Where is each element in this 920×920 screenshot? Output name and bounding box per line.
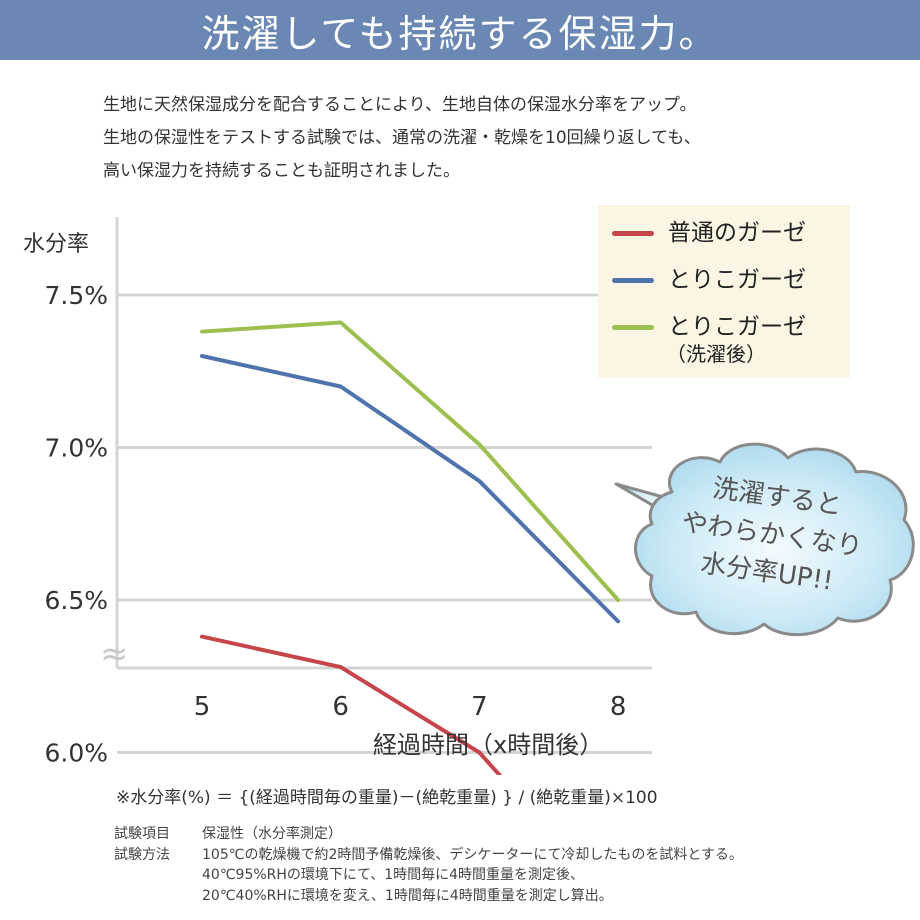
page-title-banner: 洗濯しても持続する保湿力。 [0, 0, 920, 60]
series-line-regular-gauze [200, 634, 503, 775]
x-tick-label: 7 [471, 692, 488, 722]
y-axis-label: 水分率 [23, 232, 89, 257]
legend-item-toriko-gauze-washed: とりこガーゼ （洗濯後） [612, 312, 806, 366]
legend-item-regular-gauze: 普通のガーゼ [612, 218, 806, 248]
x-tick-labels: 5 6 7 8 [194, 692, 627, 722]
x-tick-label: 8 [610, 692, 627, 722]
y-tick-labels: 7.5%7.0%6.5%6.0%5.5% [44, 281, 108, 768]
test-item-row: 試験項目 保湿性（水分率測定） [114, 824, 743, 845]
test-method-line: 105℃の乾燥機で約2時間予備乾燥後、デシケーターにて冷却したものを試料とする。 [202, 846, 743, 863]
test-method-key: 試験方法 [114, 846, 170, 863]
legend-swatch-green [612, 325, 654, 330]
chart-grid [117, 293, 652, 754]
series-line-toriko-gauze [200, 354, 621, 624]
x-axis-label: 経過時間（x時間後） [373, 731, 603, 759]
y-tick-label: 6.0% [44, 739, 108, 768]
test-method-line: 40℃95%RHの環境下にて、1時間毎に4時間重量を測定後、 [202, 867, 585, 883]
legend-sublabel: （洗濯後） [666, 342, 766, 366]
legend-label: とりこガーゼ [668, 267, 806, 293]
x-tick-label: 5 [194, 692, 211, 722]
page-title: 洗濯しても持続する保湿力。 [201, 11, 719, 56]
chart-axes [115, 217, 652, 670]
intro-line: 生地に天然保湿成分を配合することにより、生地自体の保湿水分率をアップ。 [103, 95, 697, 115]
test-method-line: 20℃40%RHに環境を変え、1時間毎に4時間重量を測定し算出。 [202, 887, 613, 904]
speech-bubble-cloud [614, 442, 915, 637]
test-method-value: 105℃の乾燥機で約2時間予備乾燥後、デシケーターにて冷却したものを試料とする。… [202, 845, 743, 907]
cloud-shape [614, 442, 915, 637]
series-lines [200, 320, 621, 775]
legend-item-toriko-gauze: とりこガーゼ [612, 265, 806, 295]
legend-label: 普通のガーゼ [668, 220, 806, 246]
legend-swatch-blue [612, 278, 654, 283]
test-method-notes: 試験項目 保湿性（水分率測定） 試験方法 105℃の乾燥機で約2時間予備乾燥後、… [114, 824, 743, 906]
axis-break-symbol: ≈ [100, 634, 129, 674]
x-tick-label: 6 [332, 692, 349, 722]
test-method-row: 試験方法 105℃の乾燥機で約2時間予備乾燥後、デシケーターにて冷却したものを試… [114, 845, 743, 907]
formula-note: ※水分率(%) ＝ {(経過時間毎の重量)－(絶乾重量) } / (絶乾重量)×… [116, 788, 658, 808]
y-tick-label: 7.5% [44, 281, 108, 310]
legend-label-group: とりこガーゼ （洗濯後） [666, 312, 806, 366]
legend-label: とりこガーゼ [668, 314, 806, 340]
test-item-key: 試験項目 [114, 826, 170, 842]
series-line-toriko-gauze-washed [200, 320, 621, 602]
intro-line: 生地の保湿性をテストする試験では、通常の洗濯・乾燥を10回繰り返しても、 [103, 128, 701, 148]
y-tick-label: 6.5% [44, 586, 108, 615]
chart-legend: 普通のガーゼ とりこガーゼ とりこガーゼ （洗濯後） [598, 205, 850, 378]
intro-line: 高い保湿力を持続することも証明されました。 [103, 161, 460, 181]
intro-text: 生地に天然保湿成分を配合することにより、生地自体の保湿水分率をアップ。 生地の保… [103, 89, 863, 188]
test-item-value: 保湿性（水分率測定） [202, 826, 342, 842]
legend-swatch-red [612, 231, 654, 236]
y-tick-label: 7.0% [44, 434, 108, 463]
